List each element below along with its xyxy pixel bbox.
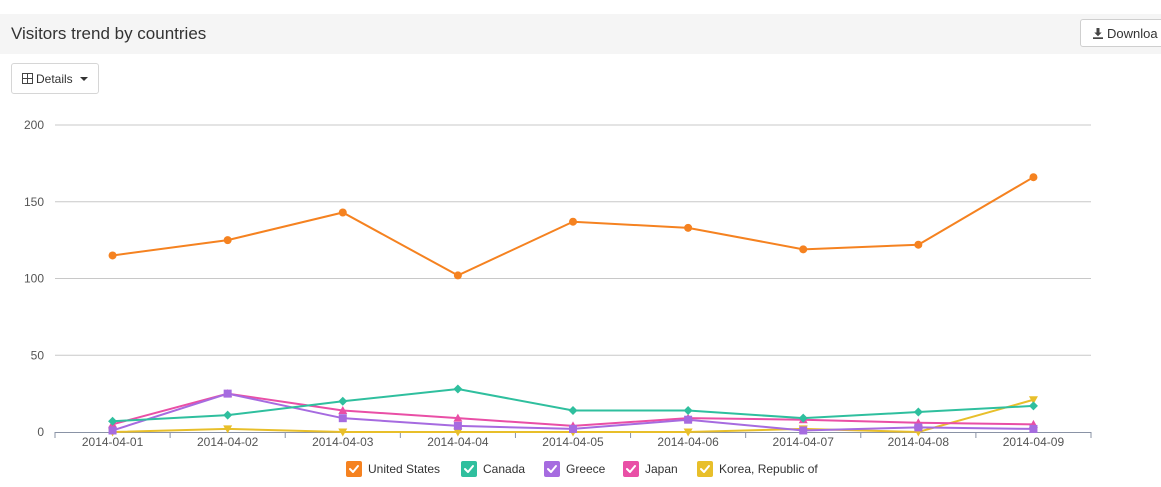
data-point <box>453 271 462 280</box>
download-icon <box>1093 28 1103 39</box>
download-label: Downloa <box>1107 26 1158 41</box>
data-point <box>568 406 578 416</box>
data-point <box>1028 396 1038 405</box>
data-point <box>799 245 808 254</box>
data-point <box>914 423 923 432</box>
panel-title: Visitors trend by countries <box>11 24 207 43</box>
x-tick-label: 2014-04-07 <box>773 435 835 449</box>
x-tick-label: 2014-04-02 <box>197 435 259 449</box>
x-tick-label: 2014-04-01 <box>82 435 144 449</box>
data-point <box>338 396 348 406</box>
details-label: Details <box>36 72 73 86</box>
legend-swatch <box>346 461 362 477</box>
data-point <box>684 415 693 424</box>
x-tick-label: 2014-04-04 <box>427 435 489 449</box>
data-point <box>338 208 347 217</box>
panel-header: Visitors trend by countries Downloa <box>0 14 1161 54</box>
y-tick-label: 50 <box>31 348 45 362</box>
y-tick-label: 200 <box>24 118 44 132</box>
legend-label: United States <box>368 462 440 476</box>
download-button[interactable]: Downloa <box>1080 19 1161 47</box>
legend-label: Korea, Republic of <box>719 462 818 476</box>
data-point <box>913 407 923 417</box>
legend-swatch <box>697 461 713 477</box>
data-point <box>1028 401 1038 411</box>
x-tick-label: 2014-04-05 <box>542 435 604 449</box>
series-line <box>112 388 1034 423</box>
data-point <box>1029 424 1038 433</box>
legend-swatch <box>544 461 560 477</box>
checkmark-icon <box>626 465 636 473</box>
data-point <box>1029 173 1038 182</box>
x-tick-label: 2014-04-06 <box>657 435 719 449</box>
data-point <box>453 428 463 437</box>
data-point <box>453 384 463 394</box>
data-point <box>108 251 117 260</box>
data-point <box>569 217 577 226</box>
data-point <box>338 406 348 415</box>
details-dropdown-button[interactable]: Details <box>11 63 99 94</box>
data-point <box>683 428 693 437</box>
x-tick-label: 2014-04-09 <box>1003 435 1065 449</box>
data-point <box>338 428 348 437</box>
legend-swatch <box>461 461 477 477</box>
data-point <box>453 421 462 430</box>
data-point <box>798 413 808 423</box>
data-point <box>799 426 808 435</box>
data-point <box>914 240 923 249</box>
series-line <box>112 176 1034 277</box>
y-tick-label: 150 <box>24 195 44 209</box>
data-point <box>108 426 117 435</box>
legend-label: Canada <box>483 462 525 476</box>
caret-down-icon <box>79 77 88 81</box>
data-point <box>108 416 118 426</box>
checkmark-icon <box>464 465 474 473</box>
data-point <box>223 410 233 420</box>
x-tick-label: 2014-04-08 <box>888 435 950 449</box>
legend-label: Japan <box>645 462 678 476</box>
data-point <box>683 406 693 416</box>
data-point <box>453 413 463 422</box>
x-tick-label: 2014-04-03 <box>312 435 374 449</box>
y-tick-label: 100 <box>24 272 44 286</box>
data-point <box>684 223 693 232</box>
data-point <box>338 414 347 423</box>
checkmark-icon <box>349 465 359 473</box>
y-tick-label: 0 <box>37 425 44 439</box>
checkmark-icon <box>547 465 557 473</box>
data-point <box>223 425 233 434</box>
data-point <box>223 389 232 398</box>
data-point <box>223 236 232 245</box>
legend-label: Greece <box>566 462 606 476</box>
legend-swatch <box>623 461 639 477</box>
checkmark-icon <box>700 465 710 473</box>
data-point <box>569 424 577 433</box>
table-grid-icon <box>22 73 33 84</box>
